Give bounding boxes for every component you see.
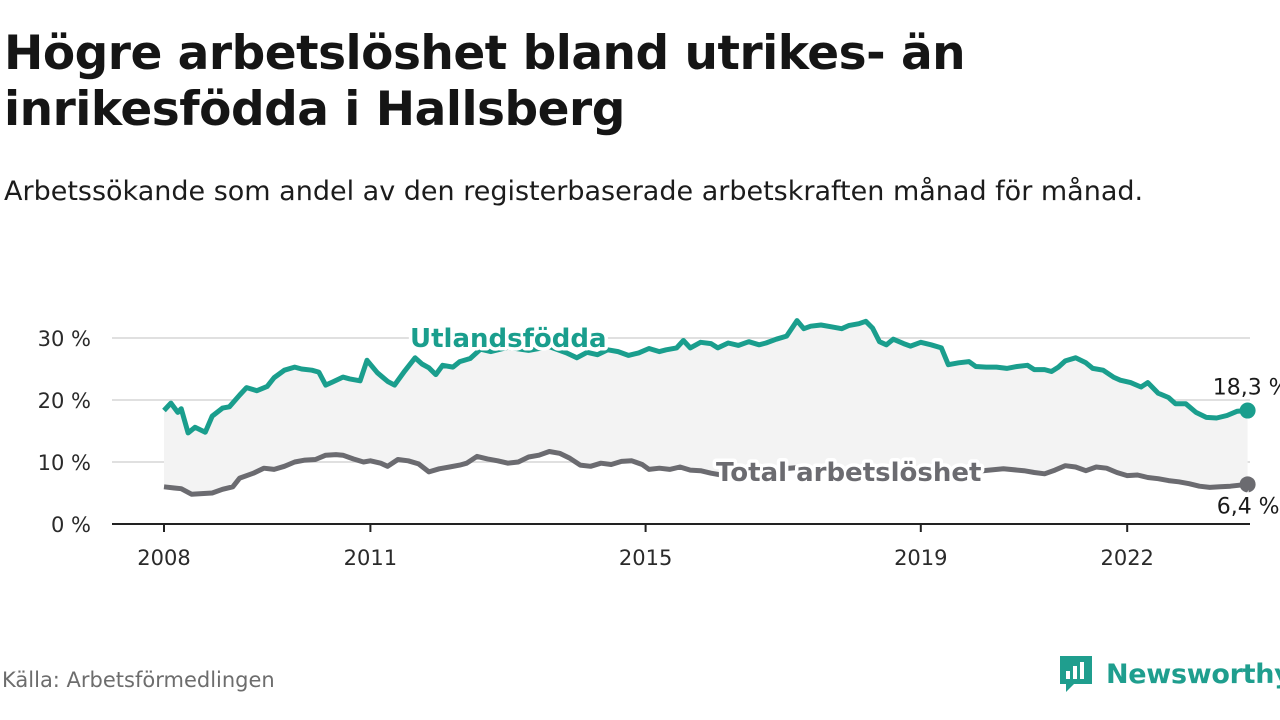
- series-label-total: Total arbetslöshet: [716, 458, 981, 488]
- y-tick-label: 0 %: [51, 513, 91, 537]
- newsworthy-logo-icon: [1060, 656, 1092, 692]
- y-tick-label: 30 %: [38, 327, 91, 351]
- x-axis-ticks: 2008 2011 2015 2019 2022: [137, 524, 1154, 570]
- x-tick-label: 2008: [137, 546, 190, 570]
- y-tick-label: 10 %: [38, 451, 91, 475]
- range-band: [164, 320, 1248, 495]
- series-label-utlandsfodda: Utlandsfödda: [410, 324, 607, 354]
- x-tick-label: 2015: [619, 546, 672, 570]
- x-tick-label: 2022: [1100, 546, 1153, 570]
- chart-subtitle: Arbetssökande som andel av den registerb…: [4, 176, 1144, 207]
- chart-title: Högre arbetslöshet bland utrikes- än inr…: [4, 26, 966, 137]
- series-line-total: [163, 449, 1248, 497]
- brand-logo[interactable]: Newsworthy: [1058, 654, 1280, 694]
- x-tick-label: 2011: [344, 546, 397, 570]
- end-point-total: [1239, 476, 1256, 493]
- line-chart: 0 % 10 % 20 % 30 % 2008 2011 2015 2019 2022 Utl…: [38, 318, 1280, 570]
- y-tick-label: 20 %: [38, 389, 91, 413]
- end-value-total: 6,4 %: [1217, 494, 1280, 519]
- y-axis-ticks: 0 % 10 % 20 % 30 %: [38, 327, 91, 537]
- end-value-utlandsfodda: 18,3 %: [1213, 376, 1280, 401]
- brand-name: Newsworthy: [1106, 658, 1280, 690]
- series-line-utlandsfodda: [162, 318, 1248, 436]
- source-note: Källa: Arbetsförmedlingen: [2, 668, 275, 692]
- end-point-utlandsfodda: [1239, 402, 1256, 419]
- x-tick-label: 2019: [894, 546, 947, 570]
